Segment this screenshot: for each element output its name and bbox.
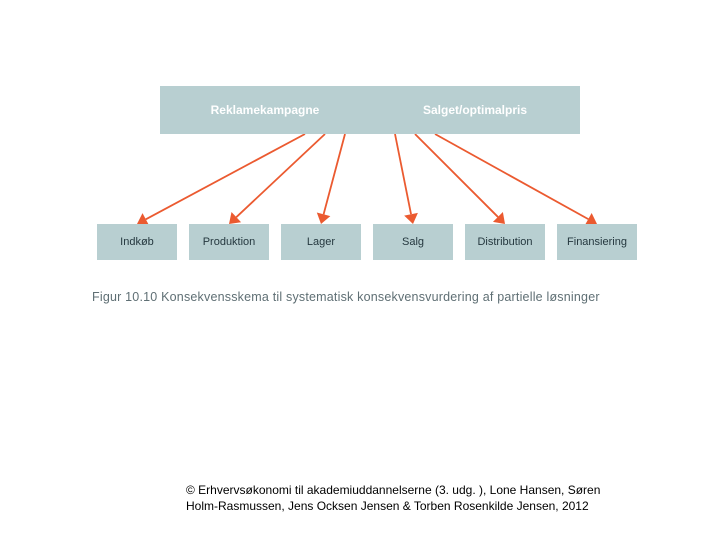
- copyright-line-2: Holm-Rasmussen, Jens Ocksen Jensen & Tor…: [186, 499, 589, 513]
- top-source-block: Reklamekampagne Salget/optimalpris: [160, 86, 580, 134]
- child-box-label: Salg: [402, 236, 424, 248]
- child-box-label: Lager: [307, 236, 335, 248]
- arrows-layer: [0, 0, 720, 540]
- child-box: Indkøb: [97, 224, 177, 260]
- child-box-label: Produktion: [203, 236, 256, 248]
- child-box: Produktion: [189, 224, 269, 260]
- child-box-label: Indkøb: [120, 236, 154, 248]
- child-box: Salg: [373, 224, 453, 260]
- top-right-label: Salget/optimalpris: [370, 103, 580, 117]
- child-box-label: Distribution: [477, 236, 532, 248]
- copyright-notice: © Erhvervsøkonomi til akademiuddannelser…: [186, 482, 600, 514]
- copyright-line-1: © Erhvervsøkonomi til akademiuddannelser…: [186, 483, 600, 497]
- child-box: Lager: [281, 224, 361, 260]
- figure-caption: Figur 10.10 Konsekvensskema til systemat…: [92, 290, 600, 304]
- child-box-label: Finansiering: [567, 236, 627, 248]
- child-box: Finansiering: [557, 224, 637, 260]
- child-box: Distribution: [465, 224, 545, 260]
- top-left-label: Reklamekampagne: [160, 103, 370, 117]
- diagram-canvas: Reklamekampagne Salget/optimalpris Indkø…: [0, 0, 720, 540]
